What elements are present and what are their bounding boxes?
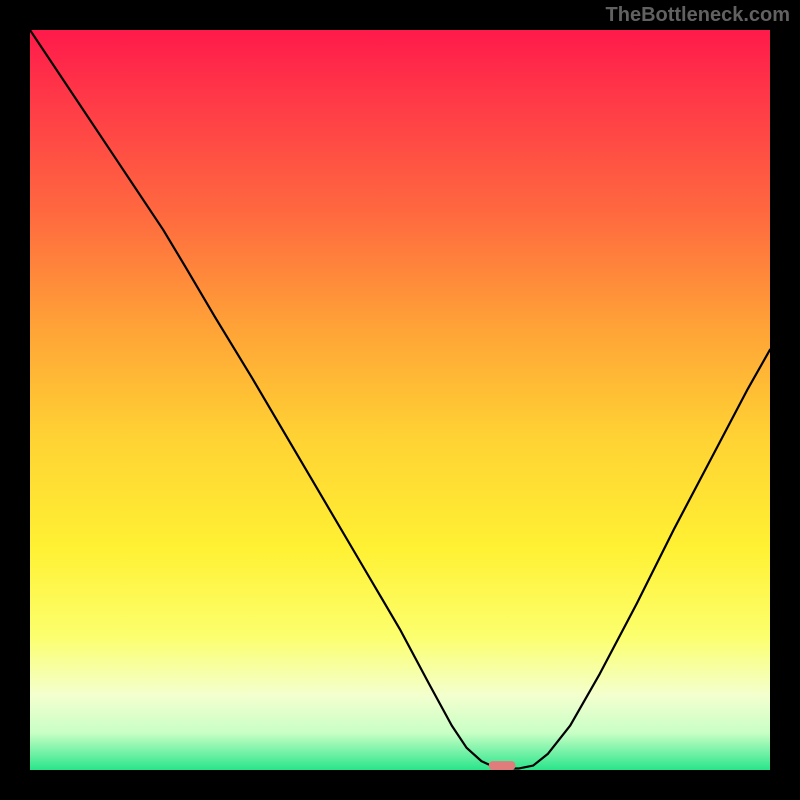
plot-area bbox=[30, 30, 770, 770]
minimum-marker bbox=[489, 761, 516, 770]
chart-container: TheBottleneck.com bbox=[0, 0, 800, 800]
gradient-background bbox=[30, 30, 770, 770]
chart-svg bbox=[30, 30, 770, 770]
watermark-text: TheBottleneck.com bbox=[606, 4, 790, 27]
